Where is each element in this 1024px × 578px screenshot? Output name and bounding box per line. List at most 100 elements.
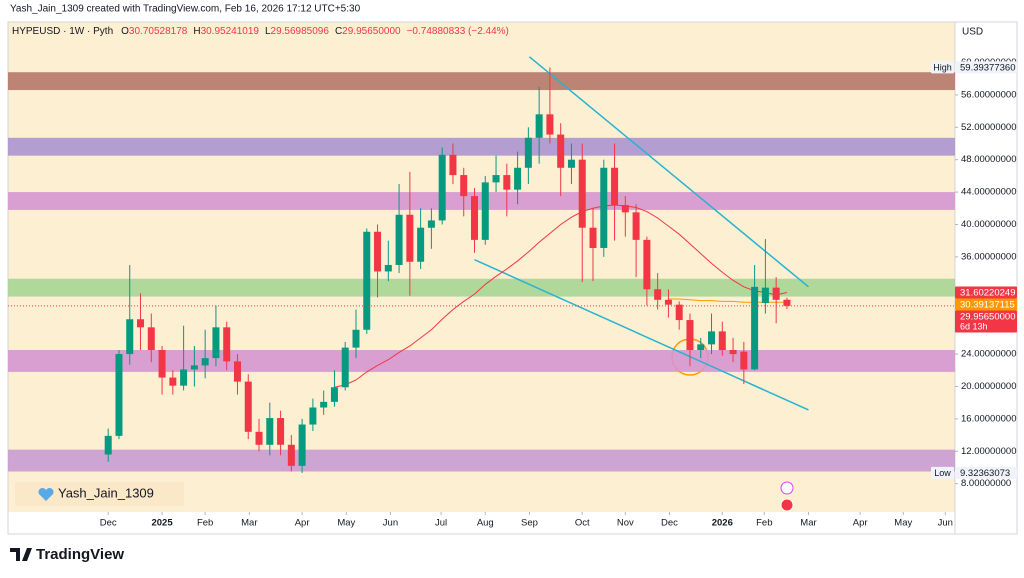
candle-body (751, 286, 759, 370)
zone (8, 137, 955, 156)
symbol: HYPEUSD · 1W · Pyth (12, 26, 113, 37)
x-tick-label: Dec (661, 518, 678, 529)
candle-body (643, 239, 651, 290)
x-tick-label: Nov (617, 518, 634, 529)
axis-layer: 8.00000000 12.00000000 16.00000000 20.00000… (100, 57, 1017, 529)
price-label-box (955, 61, 1017, 74)
x-tick-label: 2025 (151, 518, 173, 529)
candle-body (481, 182, 489, 240)
candle-body (470, 196, 478, 240)
candle-body (718, 331, 726, 351)
chart-frame (7, 21, 1018, 535)
x-tick-label: Jul (435, 518, 447, 529)
candle-body (654, 289, 662, 300)
price-label: 30.39137115 (960, 300, 1015, 311)
candle-body (104, 435, 112, 455)
watermark-box (15, 482, 184, 506)
y-tick-label: 40.00000000 (961, 219, 1016, 230)
price-tag-box (931, 61, 954, 74)
trendline (528, 56, 809, 288)
price-label: 31.60220249 (960, 288, 1015, 299)
candle-body (169, 377, 177, 386)
candle-body (761, 287, 769, 304)
brand: TradingView (36, 546, 124, 563)
candle-body (675, 304, 683, 321)
candle-body (621, 205, 629, 213)
candle-body (729, 350, 737, 355)
change: −0.74880833 (−2.44%) (407, 26, 509, 37)
plot-layer (8, 56, 955, 473)
candle-body (460, 175, 468, 197)
y-tick-label: 12.00000000 (961, 446, 1016, 457)
candle-body (449, 154, 457, 176)
candle-body (503, 175, 511, 190)
candle-body (115, 354, 123, 436)
ohlc-key: O (121, 26, 129, 37)
candle-body (309, 407, 317, 425)
y-tick-label: 8.00000000 (961, 478, 1011, 489)
price-tag-box (931, 466, 954, 479)
candle-body (395, 214, 403, 265)
x-tick-label: Aug (477, 518, 494, 529)
ohlc-value: 29.56985096 (271, 26, 330, 37)
price-label-box (955, 298, 1017, 311)
candle-body (686, 320, 694, 351)
y-tick-label: 44.00000000 (961, 187, 1016, 198)
candle-body (201, 358, 209, 366)
candle-body (330, 387, 338, 402)
candle-body (438, 154, 446, 221)
candle-body (578, 159, 586, 228)
candle-body (417, 227, 425, 262)
candle-body (708, 331, 716, 345)
price-tag: Low (934, 468, 951, 478)
x-tick-label: Apr (853, 518, 868, 529)
candle-body (514, 167, 522, 190)
candle-body (223, 327, 231, 362)
price-axis (955, 22, 1017, 512)
event-icon (780, 481, 794, 495)
candle-body (697, 344, 705, 351)
credit: Yash_Jain_1309 created with TradingView.… (10, 4, 361, 15)
candle-body (600, 167, 608, 248)
candle-body (406, 214, 414, 262)
zone (8, 192, 955, 210)
x-tick-label: Apr (295, 518, 310, 529)
moving-average (334, 204, 788, 388)
watermark: Yash_Jain_1309 (58, 485, 154, 500)
ohlc-key: C (335, 26, 342, 37)
candle-body (664, 299, 672, 305)
candle-body (255, 431, 263, 445)
ohlc-key: L (265, 26, 271, 37)
price-label-box (955, 466, 1017, 479)
x-tick-label: Mar (241, 518, 257, 529)
ohlc-key: H (193, 26, 200, 37)
candle-body (384, 264, 392, 272)
x-tick-label: Jun (383, 518, 398, 529)
y-tick-label: 24.00000000 (961, 349, 1016, 360)
candle-body (589, 227, 597, 248)
ohlc-value: 30.70528178 (129, 26, 188, 37)
plot-background (8, 22, 955, 512)
candle-body (158, 350, 166, 378)
x-tick-label: Sep (521, 518, 538, 529)
x-tick-label: Jun (938, 518, 953, 529)
countdown: 6d 13h (960, 321, 988, 331)
candle-body (266, 418, 274, 445)
price-label: 9.32363073 (960, 468, 1010, 479)
x-tick-label: Feb (197, 518, 213, 529)
zone (8, 350, 955, 372)
ohlc-value: 30.95241019 (201, 26, 260, 37)
candle-body (567, 159, 575, 168)
x-tick-label: Oct (575, 518, 590, 529)
price-label: 59.39377360 (960, 62, 1015, 73)
candle-body (546, 114, 554, 135)
candle-body (611, 167, 619, 206)
x-tick-label: Dec (100, 518, 117, 529)
candle-body (492, 175, 500, 183)
price-label-box (955, 310, 1017, 333)
x-tick-label: May (894, 518, 912, 529)
candle-body (212, 327, 220, 359)
heart-icon (38, 487, 54, 501)
x-tick-label: 2026 (712, 518, 733, 529)
